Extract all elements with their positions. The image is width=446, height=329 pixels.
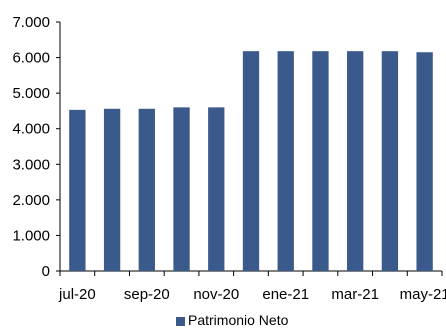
y-tick-label: 0 (42, 263, 50, 280)
y-tick-label: 4.000 (12, 121, 50, 138)
y-axis-ticks: 0 1.000 2.000 3.000 4.000 5.000 6.000 7.000 (12, 14, 60, 280)
legend: Patrimonio Neto (176, 312, 289, 328)
bar-oct-20 (173, 107, 190, 271)
x-axis-ticks: jul-20 sep-20 nov-20 ene-21 mar-21 may-21 (58, 271, 446, 303)
bar-dic-20 (242, 51, 260, 271)
x-tick-label: mar-21 (331, 286, 379, 303)
x-tick-label: ene-21 (262, 286, 309, 303)
bar-abr-21 (381, 51, 399, 271)
bar-jul-20 (69, 109, 86, 272)
x-tick-label: sep-20 (124, 286, 170, 303)
bar-ene-21 (277, 51, 294, 271)
y-tick-label: 5.000 (12, 85, 50, 102)
y-tick-label: 6.000 (12, 50, 50, 67)
bar-nov-20 (208, 107, 225, 271)
x-tick-label: may-21 (400, 286, 446, 303)
x-tick-label: nov-20 (193, 286, 239, 303)
bar-may-21 (416, 52, 433, 271)
y-tick-label: 2.000 (12, 192, 50, 209)
y-tick-label: 3.000 (12, 156, 50, 173)
bar-ago-20 (103, 108, 121, 272)
y-tick-label: 1.000 (12, 227, 50, 244)
bar-feb-21 (312, 51, 329, 271)
legend-label: Patrimonio Neto (188, 312, 289, 328)
bar-sep-20 (138, 108, 155, 272)
bar-mar-21 (347, 51, 364, 271)
bars (69, 51, 433, 272)
legend-swatch (176, 317, 185, 326)
x-tick-label: jul-20 (58, 286, 96, 303)
y-tick-label: 7.000 (12, 14, 50, 31)
